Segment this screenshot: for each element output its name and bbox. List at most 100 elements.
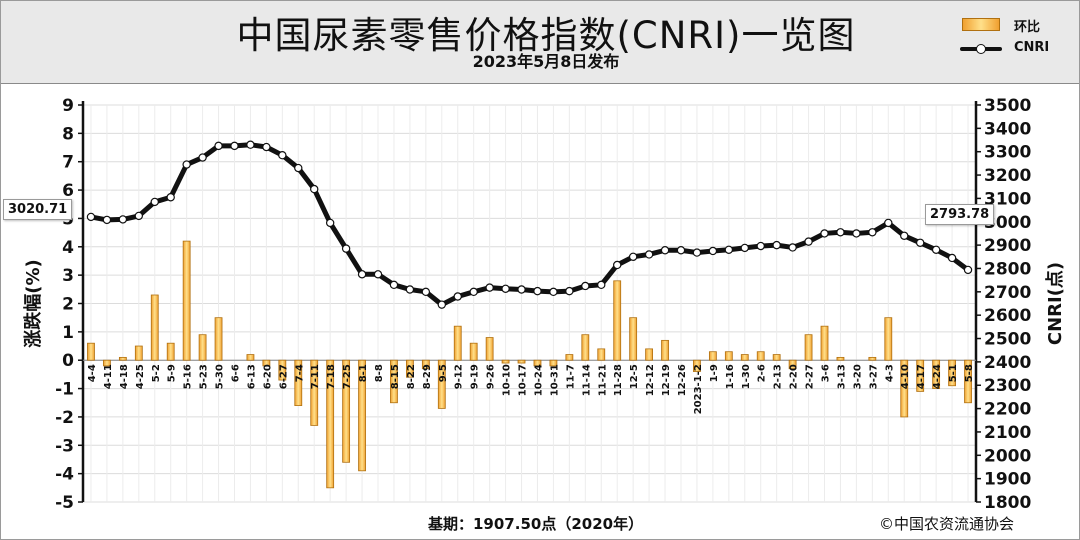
legend-label-bar: 环比	[1014, 20, 1041, 35]
category-label: 7-18	[326, 364, 337, 389]
right-tick-label: 1800	[984, 493, 1031, 513]
category-label: 1-16	[725, 364, 736, 389]
bar	[485, 337, 494, 361]
bar	[900, 359, 909, 418]
bar	[613, 280, 622, 361]
category-label: 5-23	[199, 364, 210, 389]
bar	[804, 334, 813, 361]
legend-label-line: CNRI	[1014, 40, 1050, 55]
right-tick-label: 3200	[984, 166, 1031, 186]
bar	[294, 359, 303, 406]
right-tick-label: 1900	[984, 470, 1031, 490]
chart-svg: -5-4-3-2-1012345678918001900200021002200…	[22, 96, 1066, 513]
right-axis-title: CNRI(点)	[1044, 262, 1066, 345]
cnri-point	[278, 151, 287, 160]
category-label: 9-19	[470, 364, 481, 389]
category-label: 11-7	[565, 364, 576, 389]
footer-base-note: 基期：1907.50点（2020年）	[428, 515, 644, 533]
category-label: 5-9	[167, 364, 178, 382]
bar	[820, 325, 829, 361]
cnri-point	[341, 244, 351, 253]
category-label: 2-20	[789, 364, 800, 389]
bar	[868, 356, 877, 361]
chart-title: 中国尿素零售价格指数(CNRI)一览图	[236, 14, 856, 57]
left-tick-label: 2	[62, 295, 74, 315]
bar	[517, 359, 526, 364]
category-label: 4-17	[916, 364, 927, 389]
cnri-point	[102, 215, 112, 225]
cnri-point	[628, 252, 638, 261]
bar	[150, 294, 159, 361]
bar	[437, 359, 446, 409]
cnri-point	[517, 285, 526, 294]
bar	[597, 348, 606, 361]
cnri-point	[644, 250, 654, 259]
cnri-point	[310, 184, 319, 194]
bar	[884, 317, 893, 361]
cnri-point	[469, 287, 478, 297]
bar	[118, 356, 127, 361]
bar	[964, 359, 972, 404]
cnri-point	[963, 265, 973, 275]
right-tick-label: 2800	[984, 259, 1031, 279]
bar	[390, 359, 398, 404]
cnri-point	[772, 240, 781, 250]
bar	[948, 359, 956, 387]
cnri-point	[708, 246, 718, 256]
right-tick-label: 2700	[984, 283, 1031, 303]
bar	[182, 240, 191, 361]
bar	[246, 354, 255, 361]
cnri-point	[166, 193, 175, 202]
category-label: 12-5	[629, 364, 640, 389]
legend-bar-swatch	[962, 18, 1000, 31]
cnri-point	[501, 284, 510, 293]
cnri-point	[915, 238, 925, 247]
category-label: 11-28	[613, 364, 624, 396]
category-label: 4-3	[884, 364, 895, 382]
category-label: 11-21	[597, 364, 608, 396]
cnri-point	[565, 286, 574, 296]
category-label: 4-24	[932, 364, 943, 389]
category-label: 1-30	[741, 364, 752, 389]
right-tick-label: 3100	[984, 189, 1031, 209]
bar	[262, 359, 271, 367]
callout-last-value: 2793.78	[925, 204, 995, 225]
cnri-point	[373, 270, 383, 279]
cnri-point	[836, 228, 845, 237]
category-label: 9-5	[438, 364, 449, 382]
cnri-point	[660, 246, 670, 255]
category-label: 3-27	[868, 364, 879, 389]
right-tick-label: 3000	[984, 213, 1031, 233]
category-label: 2-6	[757, 364, 768, 382]
bar	[358, 359, 366, 472]
bar	[421, 359, 430, 370]
category-label: 12-26	[677, 364, 688, 396]
bar	[645, 348, 653, 361]
category-label: 3-6	[821, 364, 832, 382]
cnri-point	[150, 197, 159, 207]
category-label: 10-24	[533, 364, 544, 396]
left-tick-label: -2	[55, 408, 74, 428]
cnri-point	[118, 215, 128, 224]
category-label: 2-27	[805, 364, 816, 389]
cnri-point	[724, 245, 734, 254]
bar	[581, 334, 590, 361]
category-label: 4-11	[103, 364, 114, 389]
cnri-point	[246, 140, 255, 149]
cnri-point	[214, 141, 223, 151]
category-label: 11-14	[581, 364, 592, 396]
bar	[310, 359, 319, 426]
category-label: 8-1	[358, 364, 369, 382]
right-tick-label: 2500	[984, 330, 1031, 350]
cnri-point	[230, 141, 239, 151]
category-label: 4-4	[87, 364, 98, 382]
cnri-point	[182, 160, 191, 169]
cnri-point	[613, 260, 622, 270]
left-tick-label: -4	[55, 465, 74, 485]
cnri-point	[533, 286, 542, 296]
bar	[549, 359, 558, 367]
cnri-point	[820, 229, 829, 238]
bar	[533, 359, 542, 367]
cnri-point	[900, 231, 909, 240]
bar	[453, 325, 462, 361]
